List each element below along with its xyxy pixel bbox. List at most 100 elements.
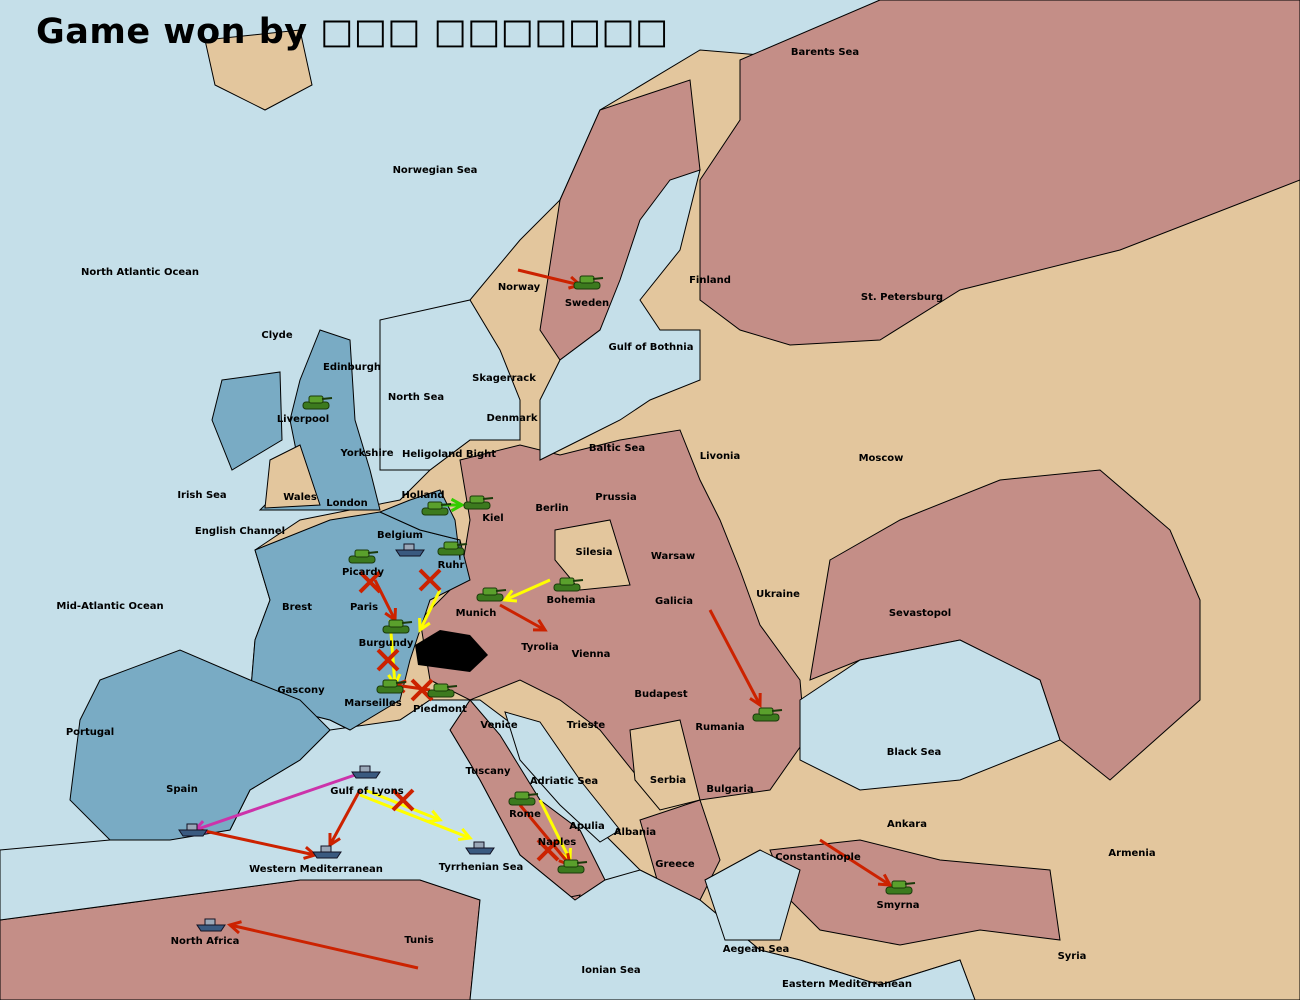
territory-label: Budapest [634,689,688,700]
territory-label: St. Petersburg [861,292,943,303]
arrow-head [427,809,443,823]
territory-label: Kiel [482,513,503,524]
failed-order-cross-icon [358,570,382,594]
territory-label: Piedmont [413,704,467,715]
north-sea [379,299,521,471]
territory-label: Ionian Sea [581,965,640,976]
army-tank-icon[interactable] [463,495,494,510]
territory-label: Yorkshire [340,448,394,459]
switzerland [415,630,488,672]
order-arrow [194,773,356,832]
territory-label: Vienna [572,649,611,660]
territory-label: Holland [401,490,444,501]
territory-label: Moscow [859,453,904,464]
arrow-head [532,619,548,632]
army-tank-icon[interactable] [382,619,413,634]
territory-label: Gulf of Bothnia [609,342,694,353]
army-tank-icon[interactable] [553,577,584,592]
ireland [211,371,283,471]
army-tank-icon[interactable] [376,679,407,694]
fleet-ship-icon[interactable] [196,918,226,932]
silesia [554,519,631,591]
territory-label: Rome [509,809,541,820]
territory-label: Ankara [887,819,927,830]
iceland [204,29,313,111]
order-arrow [373,579,397,621]
army-tank-icon[interactable] [437,541,468,556]
arrow-head [450,497,466,513]
arrow-head [418,617,431,633]
territory-label: Tyrolia [521,642,559,653]
territory-label: Belgium [377,530,423,541]
order-arrow [364,788,441,822]
order-arrow [328,789,362,846]
territory-label: Gascony [277,685,325,696]
order-arrow [504,578,551,602]
territory-label: Silesia [576,547,613,558]
russia-north [699,0,1300,346]
army-tank-icon[interactable] [557,859,588,874]
territory-label: Brest [282,602,312,613]
territory-label: Heligoland Bight [402,449,496,460]
territory-label: Armenia [1108,848,1155,859]
arrow-head [877,873,893,887]
order-arrow [708,609,762,706]
territory-label: Norwegian Sea [393,165,478,176]
adriatic-sea [504,711,621,843]
army-tank-icon[interactable] [508,791,539,806]
territory-label: Greece [655,859,695,870]
army-tank-icon[interactable] [885,880,916,895]
territory-label: Munich [456,608,497,619]
failed-order-cross-icon [536,838,560,862]
territory-label: Sevastopol [889,608,951,619]
blue-power [69,329,488,841]
failed-order-cross-icon [376,648,400,672]
territory-label: Tyrrhenian Sea [439,862,524,873]
territory-label: Livonia [700,451,740,462]
army-tank-icon[interactable] [427,683,458,698]
arrow-head [328,832,341,848]
game-title: Game won by □□□ □□□□□□□ [36,12,669,52]
territory-label: Spain [166,784,198,795]
army-tank-icon[interactable] [752,707,783,722]
army-tank-icon[interactable] [476,587,507,602]
order-arrow [517,268,581,287]
territory-label: Berlin [535,503,568,514]
army-tank-icon[interactable] [421,501,452,516]
territory-label: Barents Sea [791,47,859,58]
territory-label: Western Mediterranean [249,864,383,875]
territory-label: Naples [538,837,576,848]
fleet-ship-icon[interactable] [465,841,495,855]
army-tank-icon[interactable] [573,275,604,290]
turkey-west [769,839,1061,946]
territory-label: Aegean Sea [723,944,790,955]
fleet-ship-icon[interactable] [351,765,381,779]
territory-label: Liverpool [277,414,329,425]
territory-label: North Atlantic Ocean [81,267,199,278]
territory-label: Adriatic Sea [530,776,598,787]
army-tank-icon[interactable] [302,395,333,410]
territory-label: Eastern Mediterranean [782,979,912,990]
army-tank-icon[interactable] [348,549,379,564]
failed-order-cross-icon [418,568,442,592]
arrow-head [457,827,473,842]
wales [264,444,321,509]
territory-label: Sweden [565,298,609,309]
territory-label: Picardy [342,567,385,578]
territory-label: Burgundy [359,638,414,649]
order-arrow [518,804,572,866]
territory-label: Warsaw [651,551,695,562]
territory-label: Bulgaria [706,784,753,795]
territory-label: Constantinople [775,852,861,863]
order-arrow [359,793,471,840]
territory-label: English Channel [195,526,285,537]
fleet-ship-icon[interactable] [178,823,208,837]
order-arrow [538,799,572,861]
territory-label: Black Sea [887,747,942,758]
order-arrow [819,838,891,887]
territory-label: North Sea [388,392,444,403]
fleet-ship-icon[interactable] [395,543,425,557]
territory-label: Norway [498,282,541,293]
fleet-ship-icon[interactable] [312,845,342,859]
